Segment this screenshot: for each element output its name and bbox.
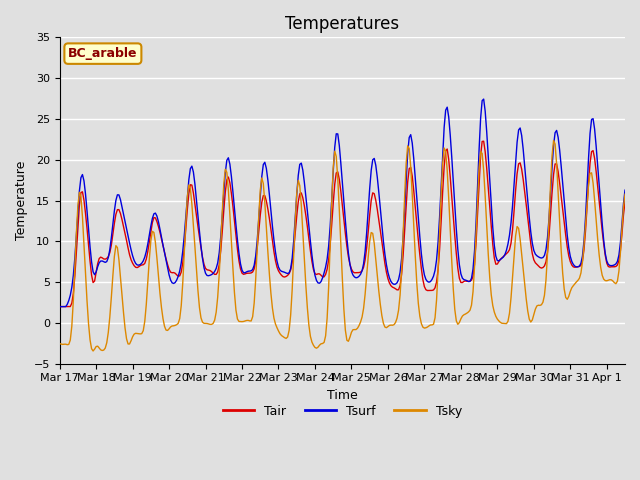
Text: BC_arable: BC_arable xyxy=(68,47,138,60)
Y-axis label: Temperature: Temperature xyxy=(15,161,28,240)
X-axis label: Time: Time xyxy=(327,389,358,402)
Legend: Tair, Tsurf, Tsky: Tair, Tsurf, Tsky xyxy=(218,400,467,423)
Title: Temperatures: Temperatures xyxy=(285,15,399,33)
